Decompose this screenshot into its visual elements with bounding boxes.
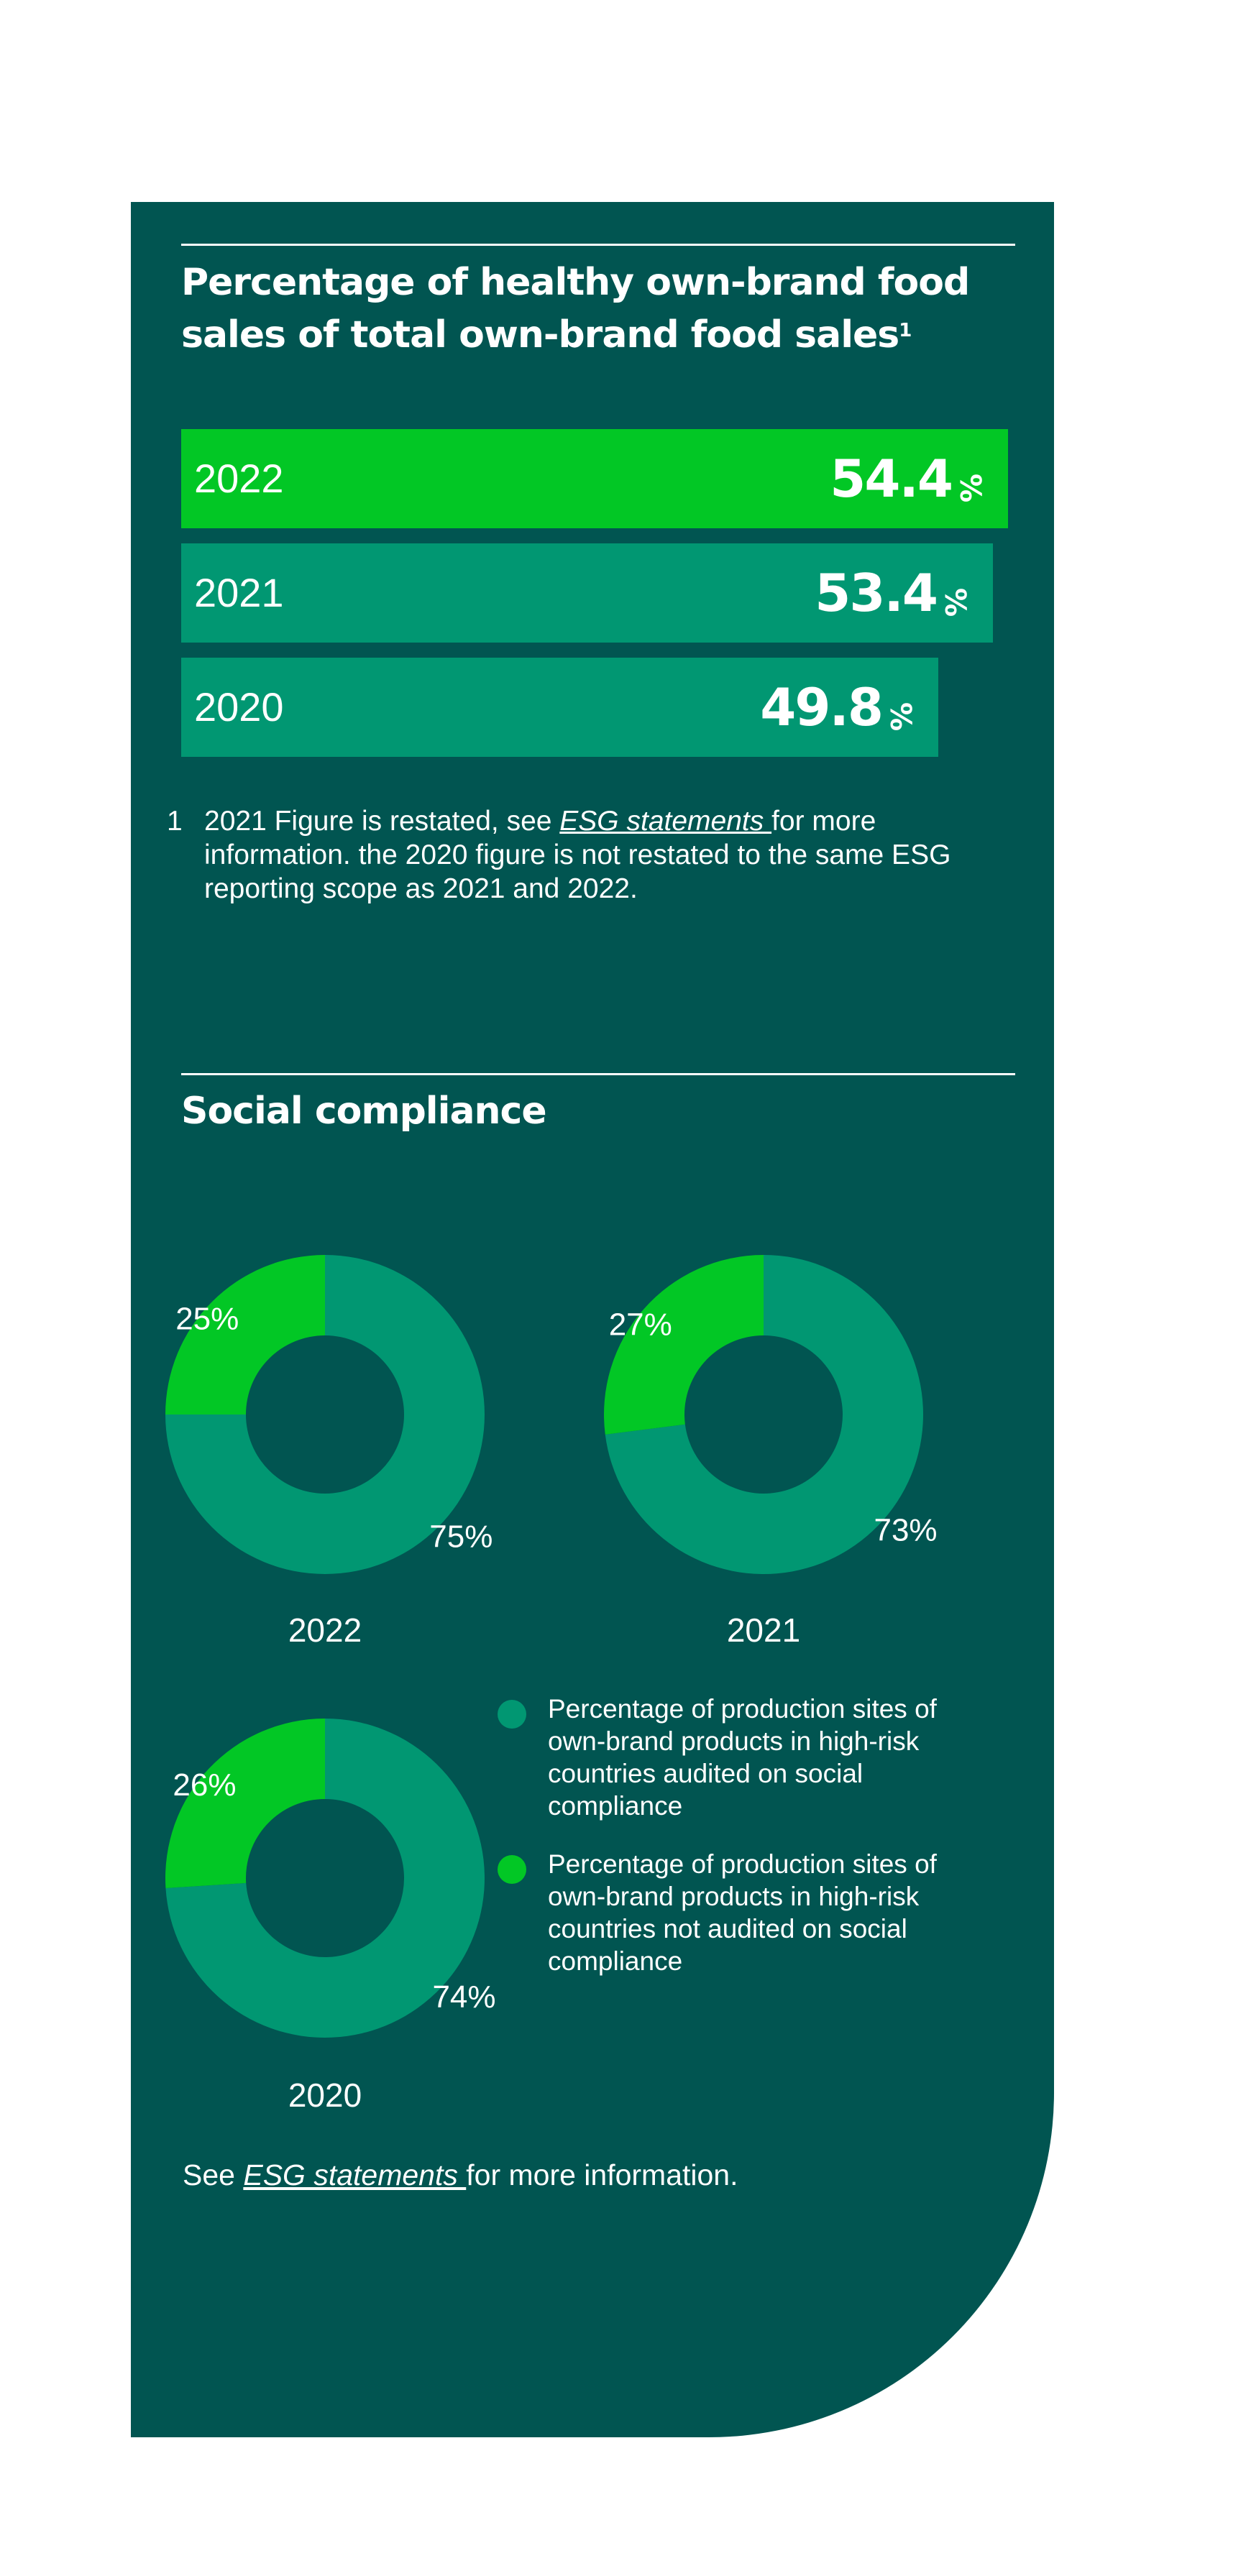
bar-2021: 2021 53.4%: [181, 543, 993, 643]
esg-statements-link[interactable]: ESG statements: [559, 806, 772, 837]
donut-chart-2021: 73% 27%: [604, 1255, 938, 1574]
legend-swatch-not-audited: [498, 1855, 526, 1884]
donut-slice-label: 26%: [173, 1767, 236, 1803]
bar-category-label: 2020: [194, 684, 284, 730]
donut-chart-2020: 74% 26%: [165, 1719, 496, 2038]
bar-value-label: 53.4%: [815, 563, 971, 623]
section-divider: [181, 1073, 1015, 1075]
bar-2020: 2020 49.8%: [181, 658, 938, 757]
see-text-after: for more information.: [466, 2158, 738, 2191]
see-text-before: See: [183, 2158, 244, 2191]
donut-slice-audited: [165, 1719, 485, 2038]
donut-chart-2022: 75% 25%: [165, 1255, 493, 1574]
legend-item-not-audited: Percentage of production sites of own-br…: [498, 1848, 994, 1977]
legend-label-audited: Percentage of production sites of own-br…: [548, 1694, 937, 1821]
donut-slice-audited: [165, 1255, 485, 1574]
bar-value-label: 49.8%: [760, 677, 917, 737]
footnote-text-after: for more information. the 2020 figure is…: [204, 806, 951, 904]
donut-year-label: 2020: [288, 2076, 362, 2114]
donut-year-label: 2021: [726, 1611, 801, 1649]
donut-slice-audited: [605, 1255, 923, 1574]
footnote-marker: 1: [899, 320, 912, 341]
footnote-text: 2021 Figure is restated, see ESG stateme…: [204, 804, 995, 906]
footnote-number: 1: [167, 806, 183, 837]
donut-slice-not-audited: [165, 1719, 325, 1888]
bar-value-label: 54.4%: [830, 448, 986, 509]
bar-2022: 2022 54.4%: [181, 429, 1008, 528]
donut-slice-not-audited: [165, 1255, 325, 1414]
report-panel: Percentage of healthy own-brand food sal…: [131, 202, 1054, 2437]
footnote-text-before: 2021 Figure is restated, see: [204, 806, 560, 837]
donut-slice-not-audited: [604, 1255, 764, 1435]
donut-slice-label: 27%: [609, 1307, 672, 1342]
donut-slice-label: 73%: [874, 1513, 937, 1548]
legend-swatch-audited: [498, 1700, 526, 1729]
social-compliance-title: Social compliance: [181, 1090, 547, 1133]
see-more-note: See ESG statements for more information.: [183, 2158, 738, 2192]
donut-slice-label: 75%: [429, 1519, 493, 1554]
healthy-sales-title: Percentage of healthy own-brand food sal…: [181, 257, 986, 362]
legend-item-audited: Percentage of production sites of own-br…: [498, 1693, 994, 1822]
donut-slice-label: 74%: [432, 1979, 495, 2015]
legend-label-not-audited: Percentage of production sites of own-br…: [548, 1849, 937, 1976]
healthy-sales-title-text: Percentage of healthy own-brand food sal…: [181, 261, 970, 356]
bar-category-label: 2021: [194, 570, 284, 615]
bar-category-label: 2022: [194, 456, 284, 501]
donut-year-label: 2022: [288, 1611, 362, 1649]
section-divider: [181, 244, 1015, 246]
donut-slice-label: 25%: [175, 1301, 239, 1336]
esg-statements-link-2[interactable]: ESG statements: [243, 2158, 467, 2191]
